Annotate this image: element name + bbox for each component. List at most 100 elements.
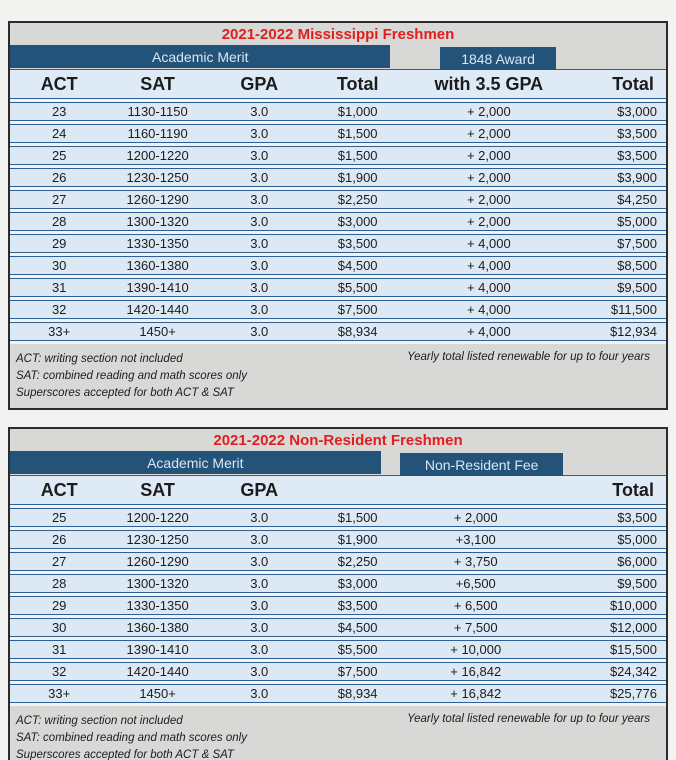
table-cell: 1390-1410 <box>126 642 189 657</box>
table-cell: $1,000 <box>337 104 378 119</box>
table-cell: $3,000 <box>617 104 657 119</box>
footnotes-left: ACT: writing section not included SAT: co… <box>16 351 650 402</box>
table-row: 26 1230-1250 3.0 $1,900 + 2,000 $3,900 <box>10 168 666 187</box>
table-row: 28 1300-1320 3.0 $3,000 +6,500 $9,500 <box>10 574 666 593</box>
table-cell: 1300-1320 <box>126 576 189 591</box>
table-cell: $3,500 <box>617 126 657 141</box>
footnotes-left: ACT: writing section not included SAT: co… <box>16 713 650 760</box>
column-header-grand-total: Total <box>612 73 654 94</box>
table-cell: +3,100 <box>455 532 496 547</box>
table-cell: $5,500 <box>337 642 378 657</box>
table-cell: 1160-1190 <box>127 126 188 141</box>
table-cell: 1130-1150 <box>127 104 188 119</box>
column-header-sat: SAT <box>140 73 175 94</box>
award-band: 1848 Award <box>439 47 557 70</box>
table-cell: 28 <box>51 214 67 229</box>
table-title: 2021-2022 Mississippi Freshmen <box>10 23 666 45</box>
table-cell: $8,934 <box>337 686 378 701</box>
table-body: 23 1130-1150 3.0 $1,000 + 2,000 $3,000 24 1160-… <box>10 99 666 341</box>
column-header-gpa: GPA <box>240 479 279 500</box>
table-cell: $4,500 <box>337 620 378 635</box>
non-resident-freshmen-table: 2021-2022 Non-Resident Freshmen Academic… <box>8 427 668 760</box>
footnotes: ACT: writing section not included SAT: co… <box>10 344 666 408</box>
table-cell: 1420-1440 <box>126 302 189 317</box>
table-cell: $5,000 <box>617 214 657 229</box>
table-row: 31 1390-1410 3.0 $5,500 + 10,000 $15,500 <box>10 640 666 659</box>
table-title: 2021-2022 Non-Resident Freshmen <box>10 429 666 451</box>
column-header-award-gpa: with 3.5 GPA <box>434 73 544 94</box>
table-row: 33+ 1450+ 3.0 $8,934 + 16,842 $25,776 <box>10 684 666 703</box>
table-cell: + 16,842 <box>450 686 502 701</box>
table-cell: $3,500 <box>337 598 378 613</box>
table-cell: $1,900 <box>337 170 378 185</box>
table-cell: 3.0 <box>250 642 269 657</box>
table-row: 30 1360-1380 3.0 $4,500 + 7,500 $12,000 <box>10 618 666 637</box>
table-cell: 3.0 <box>250 192 269 207</box>
academic-merit-band: Academic Merit <box>10 45 391 68</box>
column-header-act: ACT <box>40 73 78 94</box>
table-cell: + 2,000 <box>466 148 511 163</box>
table-cell: $3,500 <box>617 148 657 163</box>
category-bar-row: Academic Merit Non-Resident Fee <box>10 451 666 476</box>
table-cell: 31 <box>51 642 67 657</box>
table-row: 31 1390-1410 3.0 $5,500 + 4,000 $9,500 <box>10 278 666 297</box>
table-cell: 25 <box>51 510 67 525</box>
table-cell: $7,500 <box>617 236 657 251</box>
table-cell: $12,934 <box>609 324 657 339</box>
table-cell: 3.0 <box>250 148 269 163</box>
table-cell: 25 <box>51 148 67 163</box>
table-cell: $8,934 <box>337 324 378 339</box>
table-cell: $25,776 <box>609 686 657 701</box>
column-header-sat: SAT <box>140 479 175 500</box>
table-cell: 26 <box>51 170 67 185</box>
footnote-line: Superscores accepted for both ACT & SAT <box>16 387 234 399</box>
table-cell: $1,500 <box>337 126 378 141</box>
table-cell: 31 <box>51 280 67 295</box>
column-header-gpa: GPA <box>240 73 279 94</box>
table-cell: $5,500 <box>337 280 378 295</box>
footnote-line: SAT: combined reading and math scores on… <box>16 732 247 744</box>
table-row: 29 1330-1350 3.0 $3,500 + 4,000 $7,500 <box>10 234 666 253</box>
table-cell: + 4,000 <box>466 258 511 273</box>
table-cell: + 4,000 <box>466 324 511 339</box>
table-cell: 3.0 <box>250 554 269 569</box>
table-cell: + 2,000 <box>466 126 511 141</box>
column-header-act: ACT <box>40 479 78 500</box>
table-cell: + 4,000 <box>466 302 511 317</box>
table-cell: 33+ <box>48 324 71 339</box>
table-row: 30 1360-1380 3.0 $4,500 + 4,000 $8,500 <box>10 256 666 275</box>
column-header-row: ACT SAT GPA Total <box>10 475 666 505</box>
table-cell: 27 <box>51 192 67 207</box>
table-cell: $9,500 <box>617 576 657 591</box>
academic-merit-band: Academic Merit <box>10 451 381 474</box>
table-cell: 1260-1290 <box>126 554 189 569</box>
table-cell: 3.0 <box>250 214 269 229</box>
table-cell: $7,500 <box>337 664 378 679</box>
table-cell: 33+ <box>48 686 71 701</box>
column-header-grand-total: Total <box>612 479 654 500</box>
column-header-row: ACT SAT GPA Total with 3.5 GPA Total <box>10 69 666 99</box>
table-row: 25 1200-1220 3.0 $1,500 + 2,000 $3,500 <box>10 508 666 527</box>
table-cell: 32 <box>51 302 67 317</box>
table-cell: 30 <box>51 258 67 273</box>
table-cell: 3.0 <box>250 236 269 251</box>
table-cell: + 2,000 <box>466 214 511 229</box>
table-cell: 1260-1290 <box>126 192 189 207</box>
table-row: 27 1260-1290 3.0 $2,250 + 3,750 $6,000 <box>10 552 666 571</box>
table-cell: + 2,000 <box>466 170 511 185</box>
table-cell: + 10,000 <box>450 642 502 657</box>
table-cell: 27 <box>51 554 67 569</box>
table-cell: $10,000 <box>609 598 657 613</box>
table-cell: $6,000 <box>617 554 657 569</box>
footnote-line: SAT: combined reading and math scores on… <box>16 370 247 382</box>
table-row: 32 1420-1440 3.0 $7,500 + 4,000 $11,500 <box>10 300 666 319</box>
table-row: 26 1230-1250 3.0 $1,900 +3,100 $5,000 <box>10 530 666 549</box>
footnote-line: ACT: writing section not included <box>16 353 183 365</box>
mississippi-freshmen-table: 2021-2022 Mississippi Freshmen Academic … <box>8 21 668 410</box>
table-cell: + 2,000 <box>453 510 498 525</box>
table-cell: 3.0 <box>250 598 269 613</box>
footnote-line: ACT: writing section not included <box>16 715 183 727</box>
table-cell: 3.0 <box>250 258 269 273</box>
category-bar-row: Academic Merit 1848 Award <box>10 45 666 70</box>
table-cell: 3.0 <box>250 532 269 547</box>
